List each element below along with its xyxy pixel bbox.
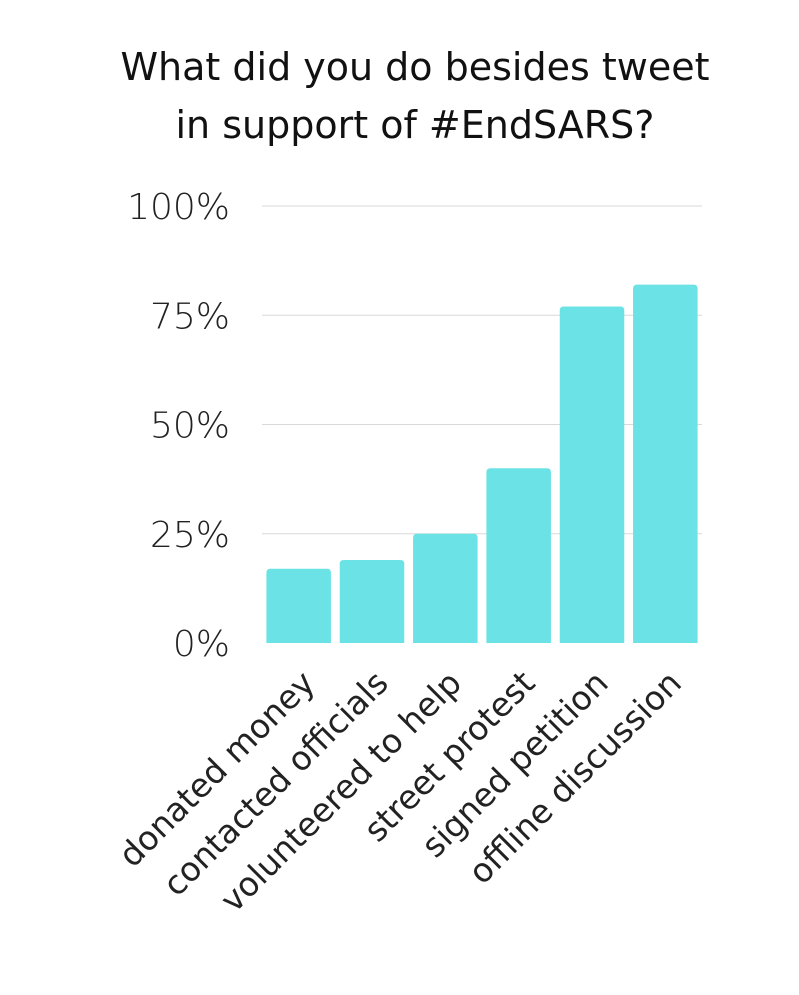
y-tick-label: 50% bbox=[150, 406, 230, 447]
bar bbox=[266, 568, 331, 643]
bar bbox=[486, 468, 551, 643]
bar bbox=[559, 306, 625, 643]
gridlines bbox=[262, 205, 702, 535]
bar bbox=[633, 284, 698, 643]
y-tick-label: 25% bbox=[150, 515, 230, 556]
chart-title-line-2: in support of #EndSARS? bbox=[176, 103, 655, 147]
y-axis-ticks: 0% 25% 50% 75% 100% bbox=[127, 187, 230, 665]
bar bbox=[339, 559, 405, 643]
bar bbox=[413, 533, 478, 643]
y-tick-label: 75% bbox=[150, 296, 230, 337]
chart-title-line-1: What did you do besides tweet bbox=[120, 45, 709, 89]
bars bbox=[266, 284, 698, 643]
y-tick-label: 100% bbox=[127, 187, 230, 228]
y-tick-label: 0% bbox=[173, 624, 230, 665]
